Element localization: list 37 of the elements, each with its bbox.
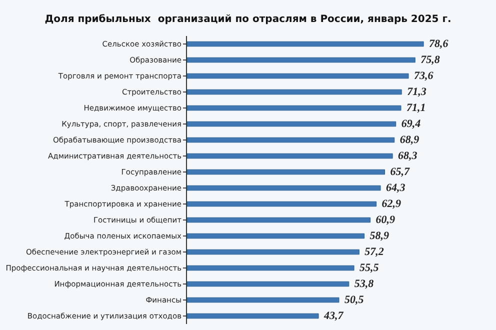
- bar: [187, 41, 424, 47]
- bar: [187, 217, 371, 223]
- data-label: 78,6: [429, 38, 449, 50]
- data-label: 73,6: [414, 70, 434, 82]
- data-label: 68,3: [398, 150, 418, 162]
- chart-title: Доля прибыльных организаций по отраслям в России, январь 2025 г.: [44, 14, 452, 25]
- data-label: 64,3: [386, 182, 406, 194]
- data-label: 43,7: [323, 310, 344, 322]
- data-label: 58,9: [370, 230, 390, 242]
- data-label: 65,7: [390, 166, 410, 178]
- bar: [187, 249, 360, 255]
- bar: [187, 153, 393, 159]
- data-label: 55,5: [360, 262, 380, 274]
- data-label: 68,9: [400, 134, 420, 146]
- data-label: 57,2: [364, 246, 384, 258]
- bar: [187, 281, 350, 287]
- bar: [187, 121, 396, 127]
- bar: [187, 297, 340, 303]
- bar: [187, 105, 402, 111]
- data-label: 69,4: [401, 118, 422, 130]
- data-label: 50,5: [344, 294, 364, 306]
- bar: [187, 201, 377, 207]
- bar: [187, 233, 365, 239]
- data-label: 60,9: [376, 214, 396, 226]
- data-label: 62,9: [382, 198, 402, 210]
- bar: [187, 73, 409, 79]
- data-label: 71,1: [406, 102, 426, 114]
- bar: [187, 313, 319, 319]
- bar: [187, 169, 385, 175]
- bar: [187, 265, 354, 271]
- data-label: 53,8: [354, 278, 374, 290]
- data-label: 75,8: [420, 54, 440, 66]
- bar: [187, 57, 416, 63]
- bar: [187, 137, 395, 143]
- bar: [187, 89, 402, 95]
- bar: [187, 185, 381, 191]
- data-label: 71,3: [407, 86, 427, 98]
